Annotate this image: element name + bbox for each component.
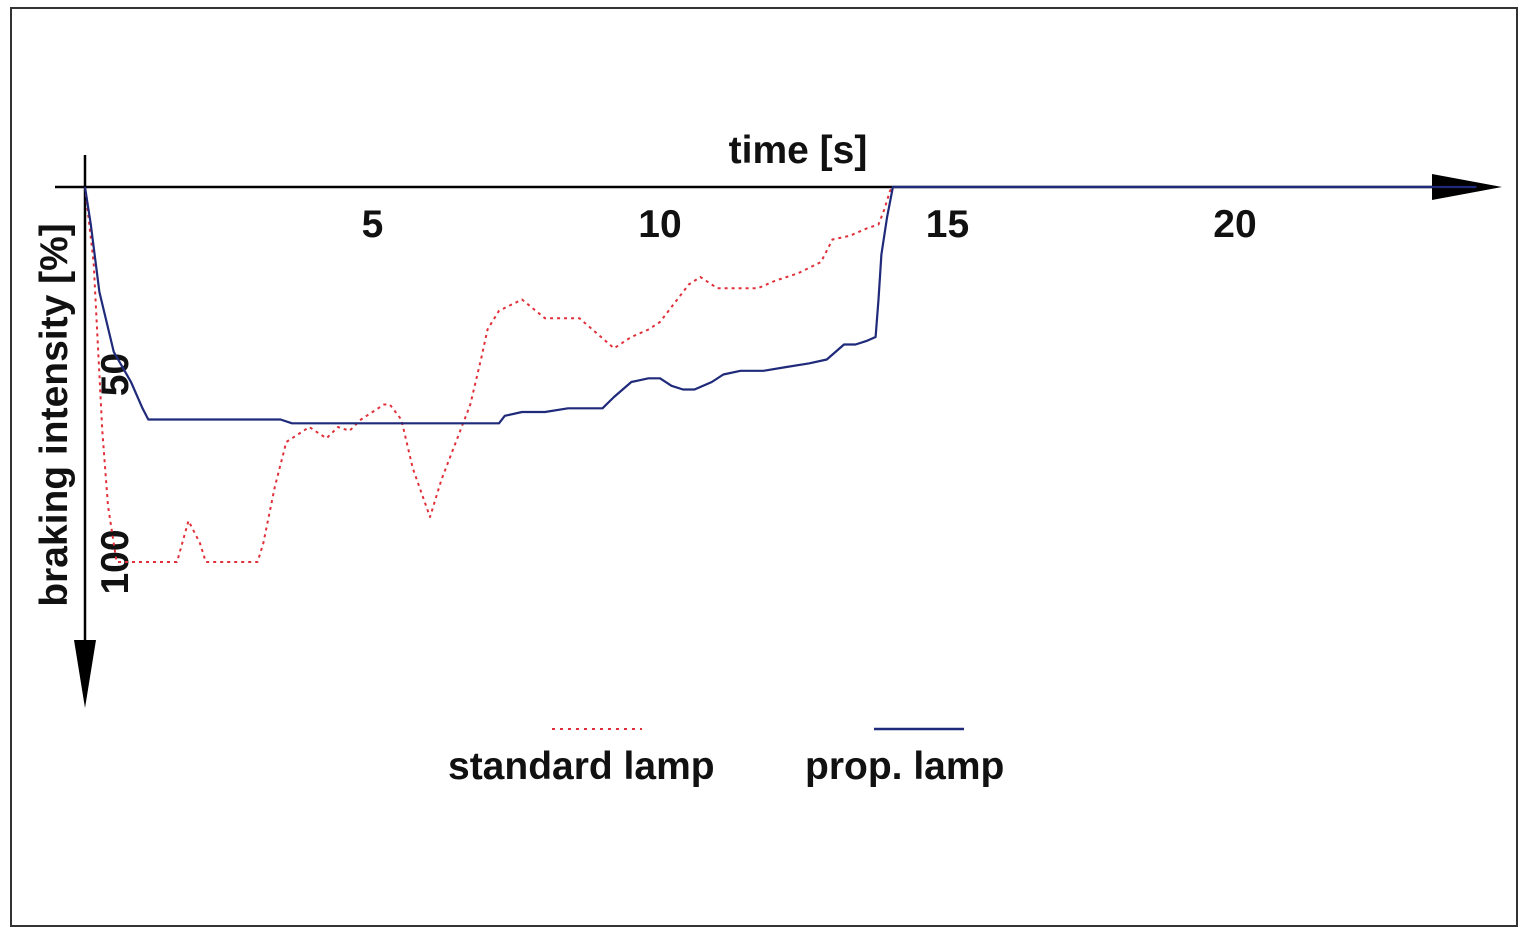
x-tick-labels: 5 10 15 20 [362, 203, 1257, 246]
legend-label-standard-lamp: standard lamp [448, 745, 715, 788]
y-tick-labels: 50 100 [94, 353, 137, 595]
x-tick-label: 5 [362, 203, 384, 246]
y-tick-label: 50 [94, 353, 137, 396]
legend: standard lamp prop. lamp [448, 727, 1004, 788]
y-tick-label: 100 [94, 529, 137, 594]
chart-axes [55, 155, 1502, 708]
x-tick-label: 10 [638, 203, 681, 246]
y-axis-arrow-icon [74, 640, 96, 708]
x-tick-label: 15 [926, 203, 969, 246]
series-line-prop-lamp [83, 185, 1477, 425]
x-axis-label: time [s] [729, 129, 868, 172]
legend-label-prop-lamp: prop. lamp [805, 745, 1004, 788]
series-lines [83, 185, 1477, 563]
series-line-standard-lamp [84, 186, 1477, 563]
x-tick-label: 20 [1213, 203, 1256, 246]
y-axis-label: braking intensity [%] [33, 223, 76, 607]
